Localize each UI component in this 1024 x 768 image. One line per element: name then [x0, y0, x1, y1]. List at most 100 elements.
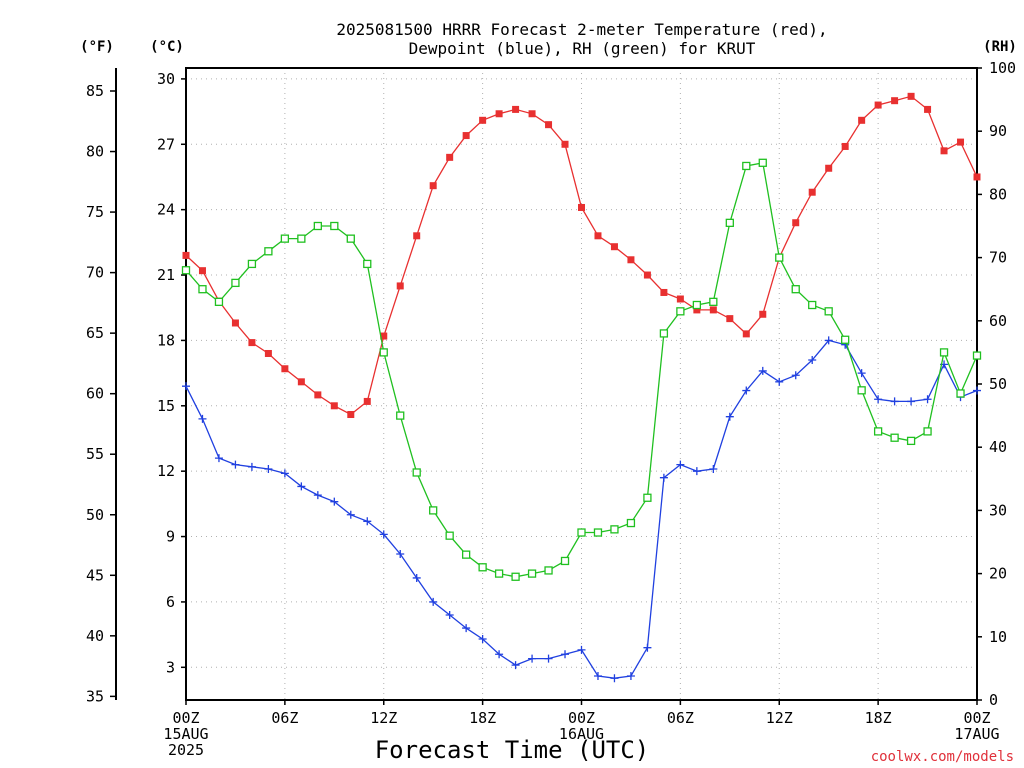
temperature-point — [429, 182, 437, 190]
dewpoint-point — [363, 517, 372, 526]
rh-tick-label: 50 — [989, 375, 1007, 393]
x-tick-label: 16AUG — [559, 725, 604, 743]
rh-point — [692, 300, 702, 310]
rh-point — [775, 253, 784, 262]
data-series — [181, 92, 982, 683]
celsius-tick-label: 21 — [157, 266, 175, 284]
rh-point — [659, 329, 669, 338]
rh-point — [313, 221, 322, 231]
dewpoint-point — [577, 645, 586, 654]
x-tick-label: 2025 — [168, 741, 204, 759]
rh-point — [330, 221, 339, 231]
rh-point — [643, 493, 652, 502]
dewpoint-point — [659, 473, 668, 482]
rh-point — [214, 297, 224, 306]
temperature-point — [528, 110, 536, 118]
fahrenheit-tick-label: 55 — [86, 445, 104, 463]
temperature-point — [726, 315, 734, 323]
rh-point — [676, 307, 685, 316]
rh-point — [247, 259, 257, 269]
temperature-point — [874, 101, 882, 109]
rh-point — [742, 161, 751, 171]
rh-point — [824, 307, 833, 316]
fahrenheit-tick-label: 50 — [86, 506, 104, 524]
celsius-tick-label: 9 — [166, 528, 175, 546]
temperature-point — [561, 140, 569, 148]
rh-tick-label: 10 — [989, 628, 1007, 646]
temperature-point — [973, 173, 981, 181]
celsius-tick-label: 27 — [157, 135, 175, 153]
rh-point — [923, 427, 932, 436]
dewpoint-point — [214, 454, 223, 463]
rh-point — [181, 266, 191, 275]
dewpoint-point — [247, 462, 256, 471]
rh-point — [544, 566, 553, 575]
temperature-point — [907, 92, 915, 100]
dewpoint-point — [182, 382, 190, 391]
dewpoint-point — [313, 491, 322, 500]
dewpoint-point — [330, 497, 339, 506]
x-tick-label: 15AUG — [163, 725, 208, 743]
rh-point — [808, 300, 817, 310]
rh-tick-label: 30 — [989, 501, 1007, 519]
dewpoint-point — [544, 654, 553, 663]
dewpoint-point — [346, 510, 355, 519]
temperature-point — [957, 138, 965, 146]
temperature-point — [495, 110, 503, 118]
rh-point — [429, 506, 438, 515]
rh-point — [346, 234, 355, 243]
rh-point — [280, 234, 290, 243]
x-tick-label: 00Z — [568, 709, 595, 727]
dewpoint-series — [182, 336, 981, 683]
rh-point — [610, 525, 619, 534]
rh-point — [709, 297, 718, 306]
rh-tick-label: 0 — [989, 691, 998, 709]
celsius-tick-label: 15 — [157, 397, 175, 415]
x-tick-label: 18Z — [469, 709, 496, 727]
celsius-tick-label: 6 — [166, 593, 175, 611]
dewpoint-point — [561, 650, 570, 659]
temperature-point — [512, 105, 520, 113]
temperature-point — [314, 391, 322, 399]
dewpoint-point — [676, 460, 685, 469]
temperature-point — [545, 121, 553, 129]
temperature-point — [643, 271, 651, 279]
temperature-point — [462, 132, 470, 140]
rh-point — [593, 528, 603, 537]
temperature-point — [759, 310, 767, 318]
dewpoint-point — [396, 549, 405, 558]
dewpoint-point — [643, 643, 652, 652]
dewpoint-point — [280, 469, 289, 478]
temperature-point — [693, 306, 701, 314]
rh-point — [412, 468, 421, 477]
celsius-unit-label: (°C) — [150, 39, 184, 55]
rh-point — [956, 389, 965, 398]
dewpoint-point — [857, 369, 866, 378]
rh-point — [626, 518, 636, 528]
dewpoint-point — [593, 672, 602, 681]
fahrenheit-tick-label: 40 — [86, 627, 104, 645]
dewpoint-point — [429, 597, 438, 606]
temperature-point — [578, 203, 585, 211]
temperature-point — [660, 288, 668, 296]
rh-point — [231, 278, 240, 288]
rh-tick-label: 80 — [989, 185, 1007, 203]
dewpoint-point — [297, 482, 306, 491]
dewpoint-point — [379, 530, 388, 539]
dewpoint-point — [973, 386, 981, 395]
dewpoint-point — [907, 397, 916, 406]
temperature-point — [627, 256, 635, 264]
x-tick-label: 00Z — [172, 709, 199, 727]
dewpoint-point — [824, 336, 833, 345]
rh-point — [297, 234, 306, 243]
temperature-point — [446, 153, 454, 161]
rh-tick-label: 100 — [989, 59, 1016, 77]
fahrenheit-unit-label: (°F) — [80, 39, 114, 55]
temperature-point — [792, 219, 800, 227]
dewpoint-point — [742, 386, 751, 395]
temperature-point — [231, 319, 239, 327]
dewpoint-point — [890, 397, 899, 406]
fahrenheit-tick-label: 45 — [86, 566, 104, 584]
dewpoint-point — [758, 366, 767, 375]
